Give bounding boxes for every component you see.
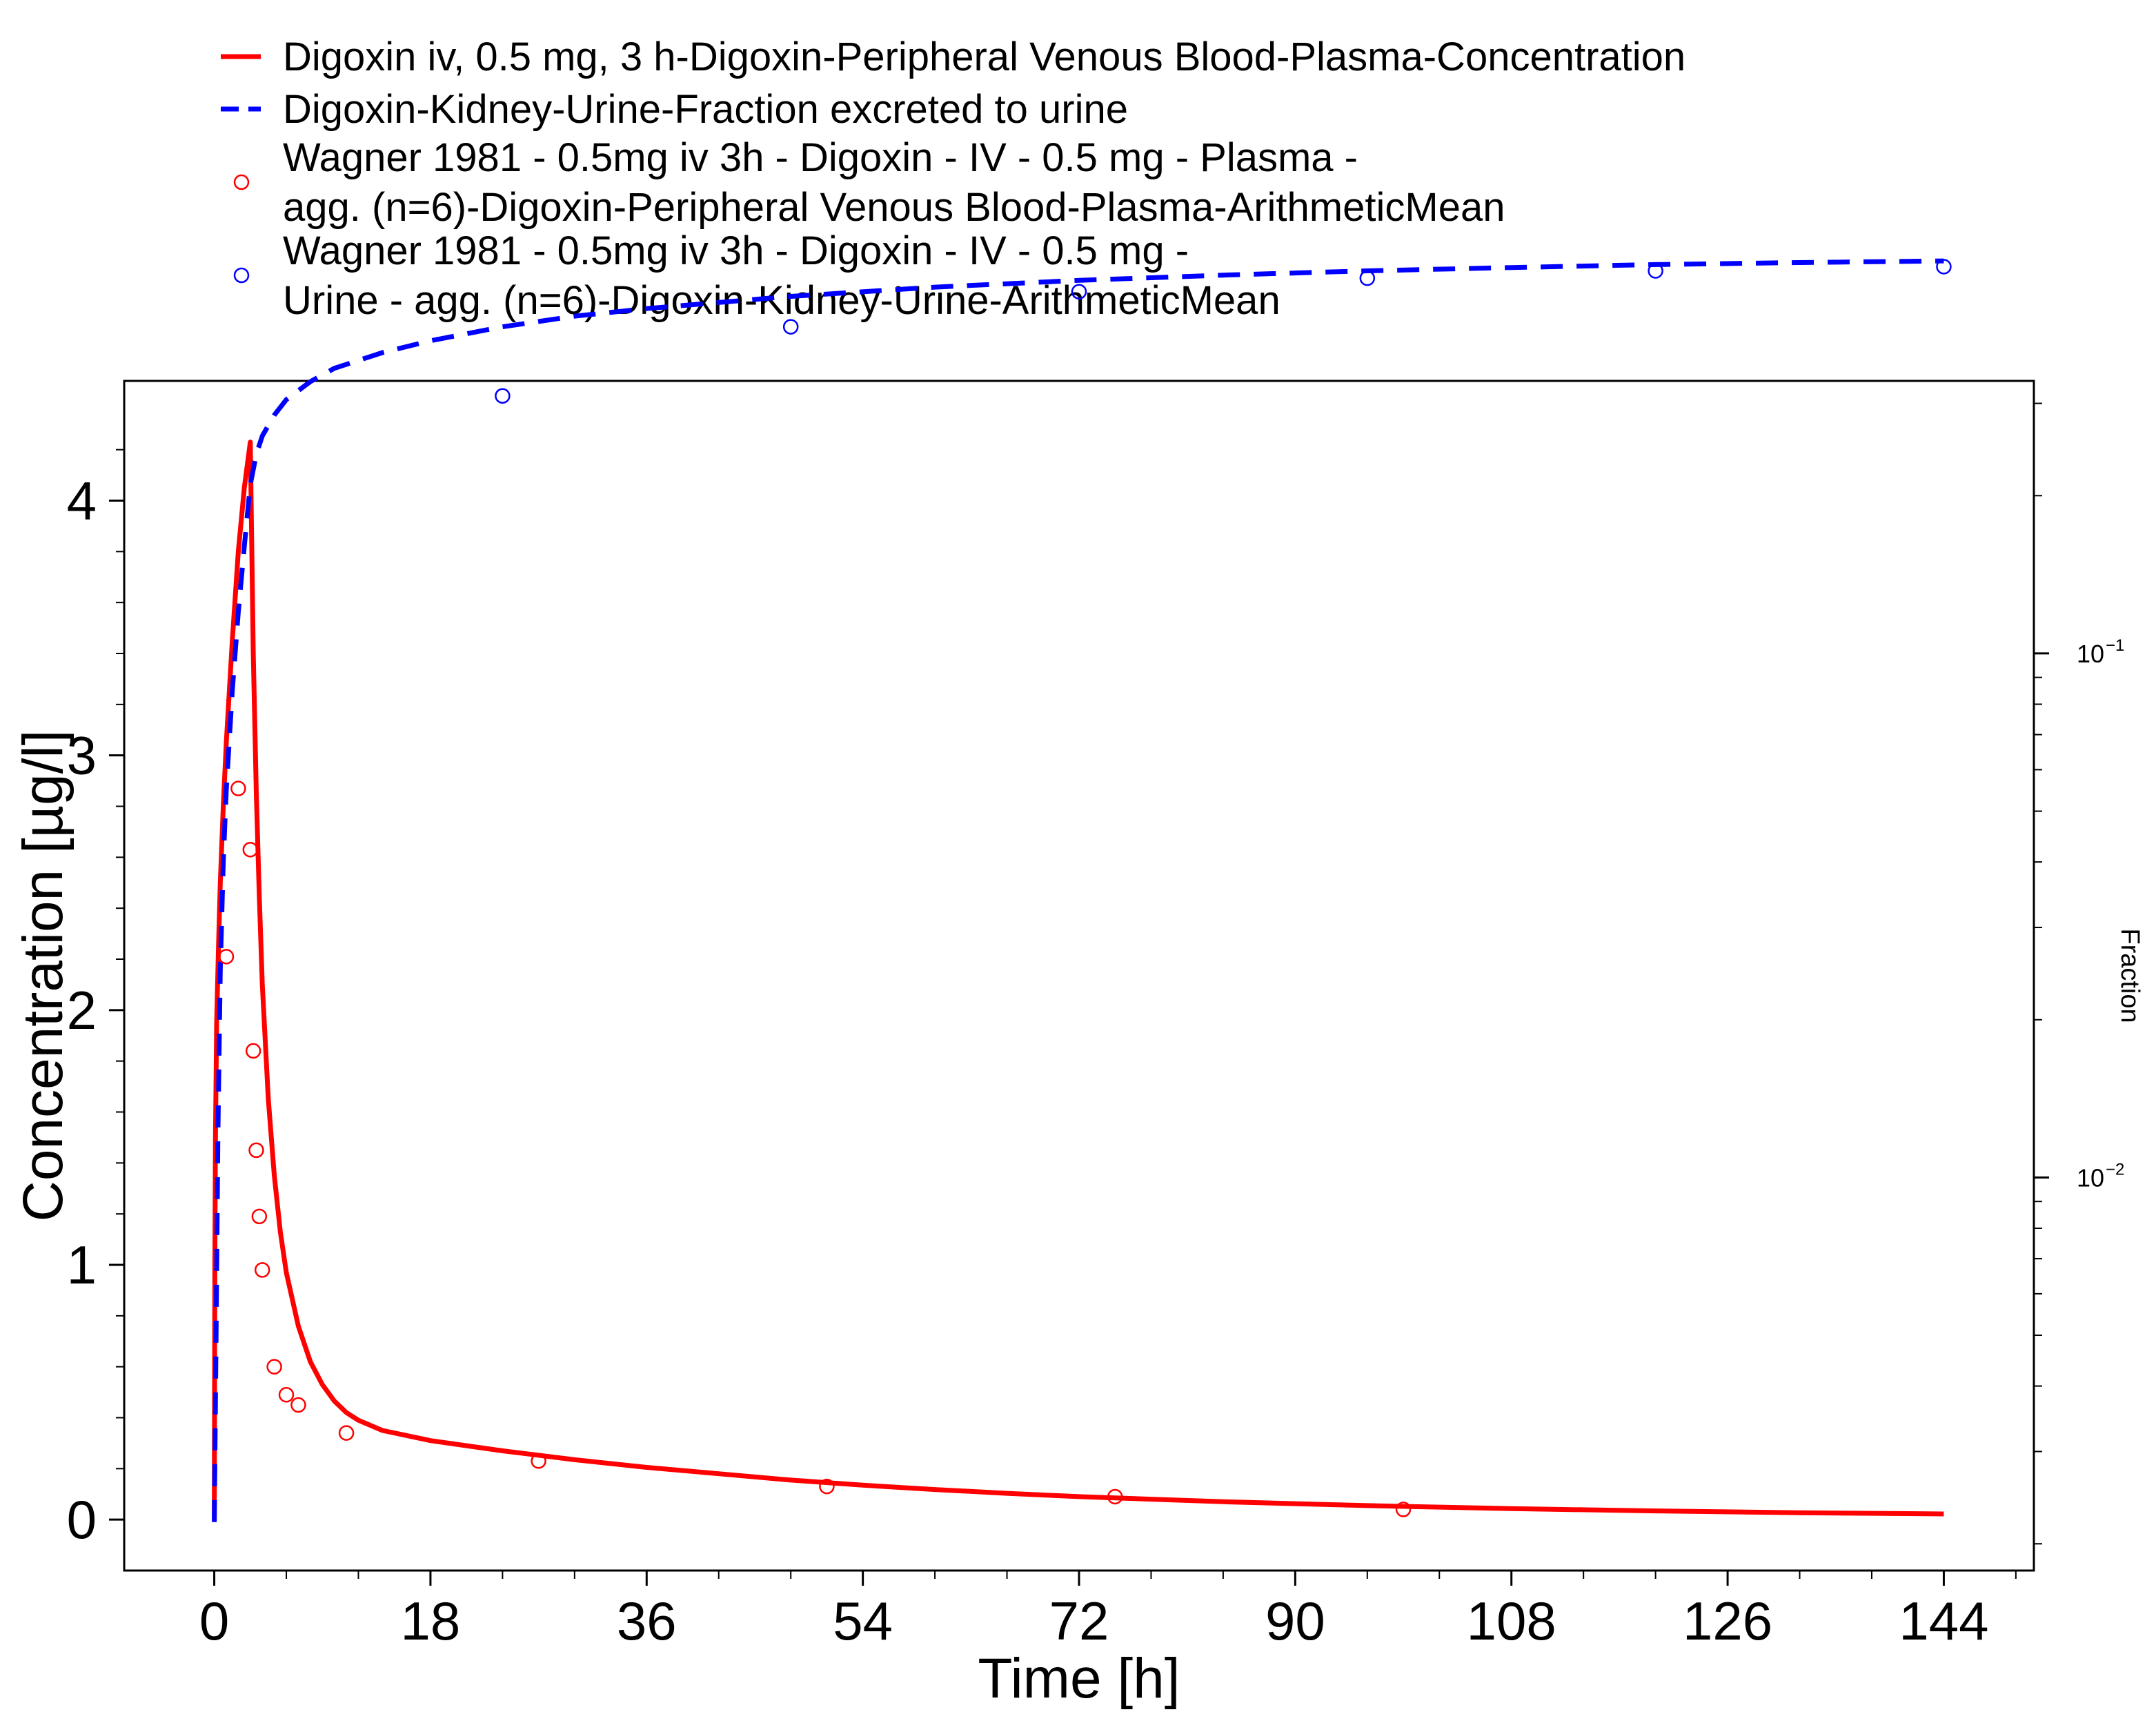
y2-axis-title: Fraction <box>2115 928 2144 1023</box>
x-tick-label: 54 <box>833 1591 893 1651</box>
y-tick-label: 4 <box>67 471 97 531</box>
y2-tick-label: 10 <box>2077 640 2104 668</box>
data-point-plasma <box>531 1453 546 1469</box>
x-tick-label: 90 <box>1265 1591 1325 1651</box>
legend-entry-text: Wagner 1981 - 0.5mg iv 3h - Digoxin - IV… <box>283 135 1358 180</box>
x-tick-label: 72 <box>1049 1591 1109 1651</box>
y-axis-title: Concentration [µg/l] <box>12 730 75 1222</box>
series-layer <box>212 258 1952 1522</box>
data-point-plasma <box>266 1359 282 1375</box>
x-tick-label: 36 <box>617 1591 677 1651</box>
data-point-plasma <box>242 842 259 858</box>
series-line-plasma-concentration <box>212 440 1944 1520</box>
data-point-plasma <box>1107 1488 1123 1505</box>
data-point-plasma <box>278 1387 295 1403</box>
data-point-urine <box>495 388 511 404</box>
y2-tick-exponent: −2 <box>2106 1160 2124 1179</box>
y-tick-label: 1 <box>67 1234 97 1295</box>
x-tick-label: 18 <box>401 1591 461 1651</box>
series-line-urine-fraction <box>212 258 1944 1522</box>
x-tick-label: 126 <box>1683 1591 1772 1651</box>
legend-entry-text: Digoxin iv, 0.5 mg, 3 h-Digoxin-Peripher… <box>283 35 1685 79</box>
x-tick-label: 0 <box>199 1591 229 1651</box>
data-point-plasma <box>218 949 235 965</box>
data-point-plasma <box>819 1478 835 1495</box>
data-point-urine <box>1648 263 1663 279</box>
y2-tick-exponent: −1 <box>2106 636 2124 655</box>
x-axis: 0 18 36 54 72 90 108 126 144 <box>199 1571 2017 1651</box>
y2-tick-label: 10 <box>2077 1163 2104 1192</box>
legend-entry-text: Urine - agg. (n=6)-Digoxin-Kidney-Urine-… <box>283 278 1280 323</box>
x-axis-title: Time [h] <box>978 1647 1180 1710</box>
data-point-plasma <box>338 1425 355 1441</box>
data-point-plasma <box>1395 1502 1412 1517</box>
legend-entry-text: agg. (n=6)-Digoxin-Peripheral Venous Blo… <box>283 185 1505 230</box>
data-point-urine <box>1359 270 1376 286</box>
legend-entry-text: Wagner 1981 - 0.5mg iv 3h - Digoxin - IV… <box>283 228 1189 273</box>
y-tick-label: 0 <box>67 1489 97 1550</box>
legend-key-circle <box>233 174 250 190</box>
legend-key-circle <box>233 267 250 284</box>
x-tick-label: 108 <box>1467 1591 1556 1651</box>
y-axis-right: 10−110−2 <box>2034 402 2124 1545</box>
data-point-plasma <box>248 1142 264 1159</box>
plot-frame <box>123 380 2035 1572</box>
data-point-plasma <box>254 1262 270 1278</box>
data-point-urine <box>782 319 799 335</box>
y-axis-left: 0 1 2 3 4 <box>67 449 124 1550</box>
data-point-plasma <box>251 1208 268 1225</box>
legend-entry-text: Digoxin-Kidney-Urine-Fraction excreted t… <box>283 87 1128 132</box>
data-point-plasma <box>290 1397 306 1413</box>
data-point-urine <box>1936 259 1952 275</box>
data-point-urine <box>1071 284 1087 299</box>
legend: Digoxin iv, 0.5 mg, 3 h-Digoxin-Peripher… <box>221 35 1685 323</box>
x-tick-label: 144 <box>1899 1591 1988 1651</box>
y-tick-label: 3 <box>67 725 97 786</box>
data-point-plasma <box>245 1043 261 1059</box>
data-point-plasma <box>230 780 246 796</box>
y-tick-label: 2 <box>67 980 97 1041</box>
